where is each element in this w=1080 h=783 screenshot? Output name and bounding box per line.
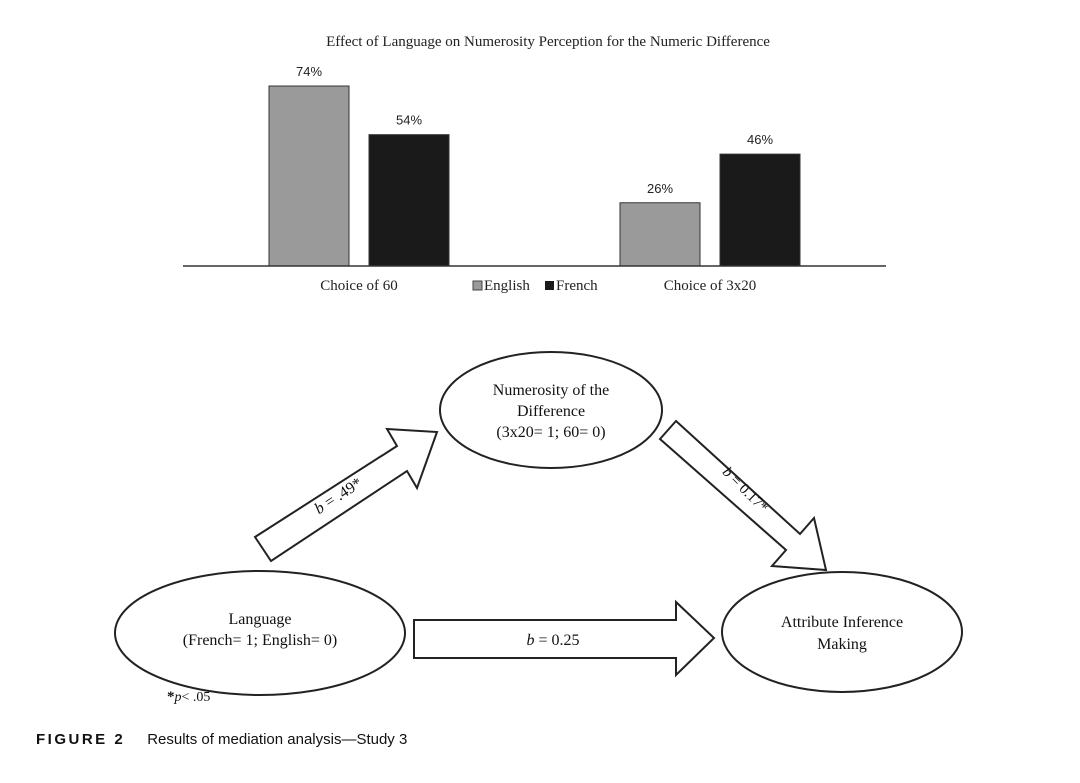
data-label-french-3x20: 46% xyxy=(747,132,773,147)
data-label-english-60: 74% xyxy=(296,64,322,79)
path-c-arrow: b = 0.25 xyxy=(413,599,716,678)
language-node-ellipse xyxy=(114,570,406,696)
numerosity-node-line1: Numerosity of the xyxy=(493,382,609,399)
legend-swatch-english xyxy=(472,280,483,291)
bar-french-60 xyxy=(368,134,450,267)
legend-swatch-french xyxy=(545,281,554,290)
language-node-line1: Language xyxy=(228,611,291,628)
bar-english-3x20 xyxy=(619,202,701,267)
significance-note: *p< .05 xyxy=(167,689,210,705)
attribute-node-line2: Making xyxy=(817,636,867,653)
figure-caption: FIGURE 2 Results of mediation analysis—St… xyxy=(36,731,407,749)
numerosity-node-ellipse xyxy=(439,351,663,469)
mediation-diagram: Numerosity of the Difference (3x20= 1; 6… xyxy=(114,351,963,705)
path-c-arrow-shape xyxy=(413,599,716,678)
path-a-arrow-shape xyxy=(253,427,439,563)
path-c-label: b = 0.25 xyxy=(526,632,579,649)
attribute-node-line1: Attribute Inference xyxy=(781,614,903,631)
legend: English French xyxy=(472,278,598,294)
bar-french-3x20 xyxy=(719,153,801,267)
category-label-3x20: Choice of 3x20 xyxy=(664,278,756,294)
bars-group: 74% 26% 54% 46% xyxy=(268,64,801,267)
category-label-60: Choice of 60 xyxy=(320,278,397,294)
legend-label-english: English xyxy=(484,278,530,294)
path-a-arrow: b = .49* xyxy=(253,427,439,563)
numerosity-node-line2: Difference xyxy=(517,403,585,420)
bar-english-60 xyxy=(268,85,350,267)
data-label-french-60: 54% xyxy=(396,113,422,128)
path-b-arrow: b = 0.17* xyxy=(658,419,828,572)
chart-title: Effect of Language on Numerosity Percept… xyxy=(326,34,770,50)
path-b-arrow-shape xyxy=(658,419,828,572)
data-label-english-3x20: 26% xyxy=(647,181,673,196)
language-node-line2: (French= 1; English= 0) xyxy=(183,632,337,649)
figure-caption-text: Results of mediation analysis—Study 3 xyxy=(147,731,408,748)
figure-caption-label: FIGURE 2 xyxy=(36,731,126,748)
bar-chart: Effect of Language on Numerosity Percept… xyxy=(183,34,886,294)
legend-label-french: French xyxy=(556,278,598,294)
attribute-node-ellipse xyxy=(721,571,963,693)
numerosity-node-line3: (3x20= 1; 60= 0) xyxy=(496,424,605,441)
